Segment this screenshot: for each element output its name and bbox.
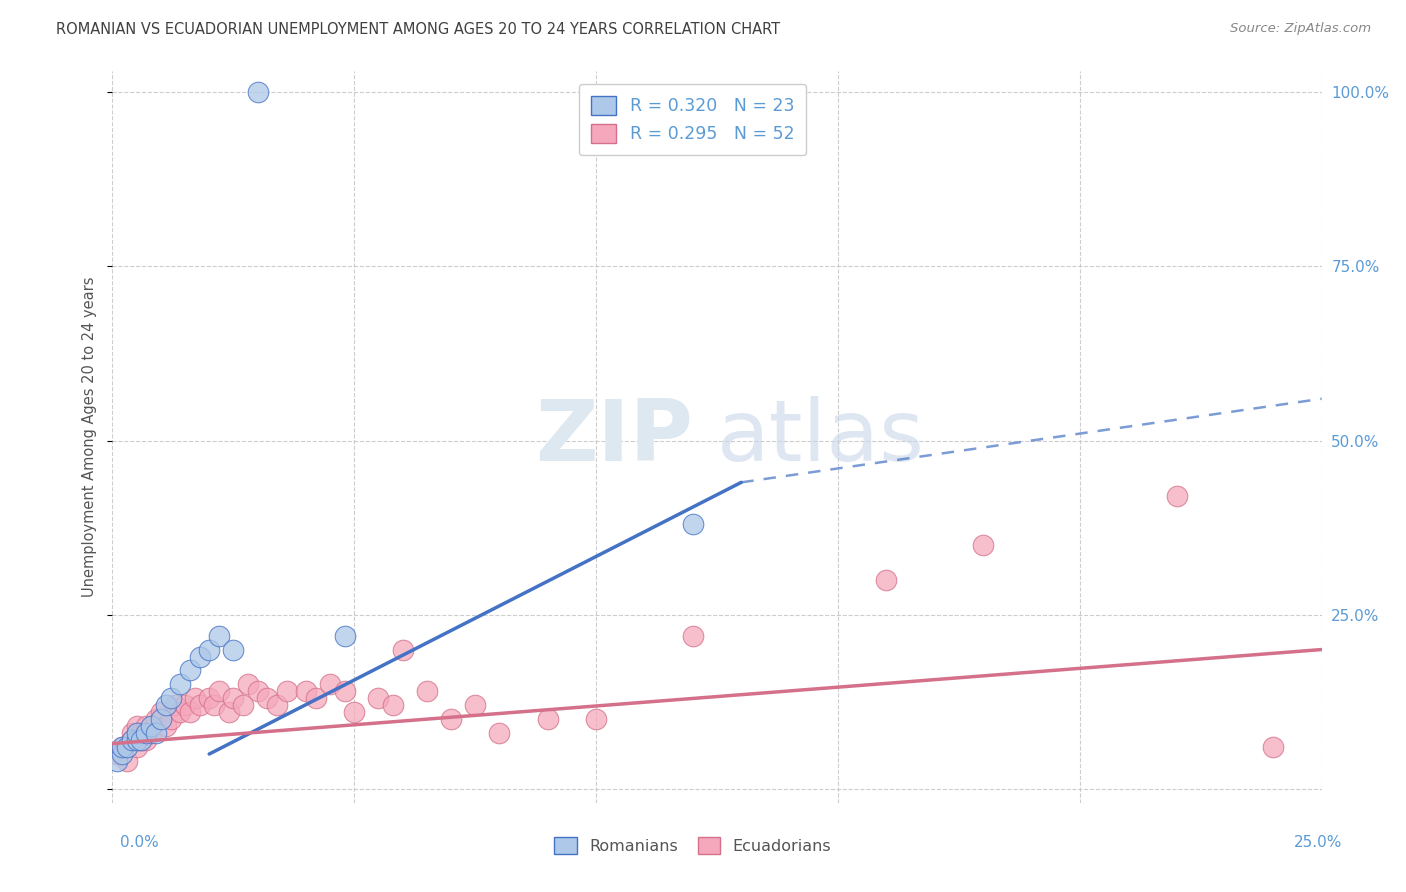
Point [202, 698, 225, 713]
Point [125, 740, 148, 755]
Point [188, 649, 211, 664]
Point [367, 691, 389, 706]
Point [179, 664, 201, 678]
Point [131, 726, 153, 740]
Point [169, 705, 191, 719]
Point [682, 517, 704, 532]
Point [222, 691, 245, 706]
Point [165, 698, 187, 713]
Point [174, 698, 197, 713]
Point [218, 705, 240, 719]
Point [222, 642, 245, 657]
Point [304, 691, 326, 706]
Point [105, 747, 128, 761]
Point [121, 733, 143, 747]
Point [135, 726, 157, 740]
Point [159, 691, 181, 706]
Point [236, 677, 259, 691]
Text: ROMANIAN VS ECUADORIAN UNEMPLOYMENT AMONG AGES 20 TO 24 YEARS CORRELATION CHART: ROMANIAN VS ECUADORIAN UNEMPLOYMENT AMON… [56, 22, 780, 37]
Point [115, 740, 138, 755]
Point [121, 733, 143, 747]
Point [111, 740, 134, 755]
Point [416, 684, 439, 698]
Text: atlas: atlas [717, 395, 925, 479]
Point [875, 573, 897, 587]
Point [149, 712, 172, 726]
Point [141, 726, 163, 740]
Point [391, 642, 413, 657]
Point [333, 629, 356, 643]
Point [266, 698, 288, 713]
Point [208, 684, 231, 698]
Point [585, 712, 607, 726]
Point [198, 691, 221, 706]
Point [440, 712, 463, 726]
Point [232, 698, 254, 713]
Point [115, 754, 138, 768]
Point [125, 719, 148, 733]
Point [972, 538, 994, 552]
Point [183, 691, 205, 706]
Point [105, 754, 128, 768]
Point [256, 691, 278, 706]
Point [111, 740, 134, 755]
Point [149, 705, 172, 719]
Point [208, 629, 231, 643]
Point [464, 698, 486, 713]
Point [382, 698, 405, 713]
Point [131, 733, 153, 747]
Point [246, 684, 269, 698]
Point [246, 85, 269, 99]
Text: Source: ZipAtlas.com: Source: ZipAtlas.com [1230, 22, 1371, 36]
Point [155, 698, 177, 713]
Point [319, 677, 342, 691]
Point [125, 726, 148, 740]
Point [125, 733, 148, 747]
Point [131, 733, 153, 747]
Point [169, 677, 191, 691]
Y-axis label: Unemployment Among Ages 20 to 24 years: Unemployment Among Ages 20 to 24 years [82, 277, 97, 598]
Legend: Romanians, Ecuadorians: Romanians, Ecuadorians [548, 830, 838, 861]
Point [198, 642, 221, 657]
Point [682, 629, 704, 643]
Point [121, 726, 143, 740]
Point [155, 719, 177, 733]
Text: ZIP: ZIP [536, 395, 693, 479]
Point [1166, 489, 1188, 503]
Point [179, 705, 201, 719]
Point [488, 726, 510, 740]
Point [295, 684, 318, 698]
Point [145, 726, 167, 740]
Point [1263, 740, 1285, 755]
Point [343, 705, 366, 719]
Text: 25.0%: 25.0% [1295, 836, 1343, 850]
Point [159, 712, 181, 726]
Point [276, 684, 298, 698]
Text: 0.0%: 0.0% [120, 836, 159, 850]
Point [141, 719, 163, 733]
Point [111, 747, 134, 761]
Point [537, 712, 560, 726]
Point [135, 733, 157, 747]
Point [145, 712, 167, 726]
Point [135, 719, 157, 733]
Point [188, 698, 211, 713]
Point [333, 684, 356, 698]
